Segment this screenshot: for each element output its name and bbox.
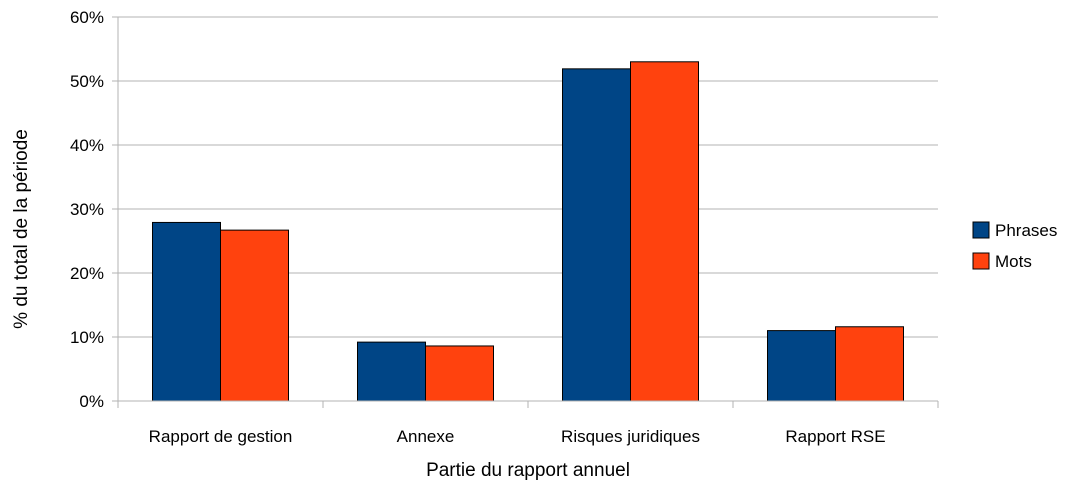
bar-phrases-1	[152, 221, 221, 402]
x-tick-label: Risques juridiques	[561, 427, 700, 446]
x-tick-label: Annexe	[397, 427, 455, 446]
y-tick-label: 0%	[79, 392, 104, 411]
x-tick-label: Rapport RSE	[785, 427, 885, 446]
legend-swatch-phrases	[972, 221, 990, 239]
y-tick-label: 30%	[70, 200, 104, 219]
x-axis-tick-labels: Rapport de gestion Annexe Risques juridiqu…	[149, 427, 886, 446]
x-axis-title: Partie du rapport annuel	[426, 460, 630, 481]
x-tick-label: Rapport de gestion	[149, 427, 293, 446]
y-axis-title: % du total de la période	[11, 129, 32, 329]
bar-phrases-3	[562, 68, 631, 402]
bar-phrases-4	[767, 330, 836, 402]
bar-mots-1	[220, 229, 289, 402]
legend-label-phrases: Phrases	[995, 221, 1057, 240]
y-tick-label: 20%	[70, 264, 104, 283]
bars	[152, 61, 904, 402]
bar-mots-2	[425, 345, 494, 402]
y-axis-tick-labels: 0% 10% 20% 30% 40% 50% 60%	[70, 8, 104, 411]
legend-swatch-mots	[972, 252, 990, 270]
y-tick-label: 60%	[70, 8, 104, 27]
legend-label-mots: Mots	[995, 252, 1032, 271]
bar-phrases-2	[357, 341, 426, 402]
y-tick-label: 10%	[70, 328, 104, 347]
axes	[117, 17, 939, 408]
y-tick-label: 40%	[70, 136, 104, 155]
bar-mots-3	[630, 61, 699, 402]
legend: Phrases Mots	[972, 221, 1057, 271]
y-tick-label: 50%	[70, 72, 104, 91]
bar-mots-4	[835, 326, 904, 402]
